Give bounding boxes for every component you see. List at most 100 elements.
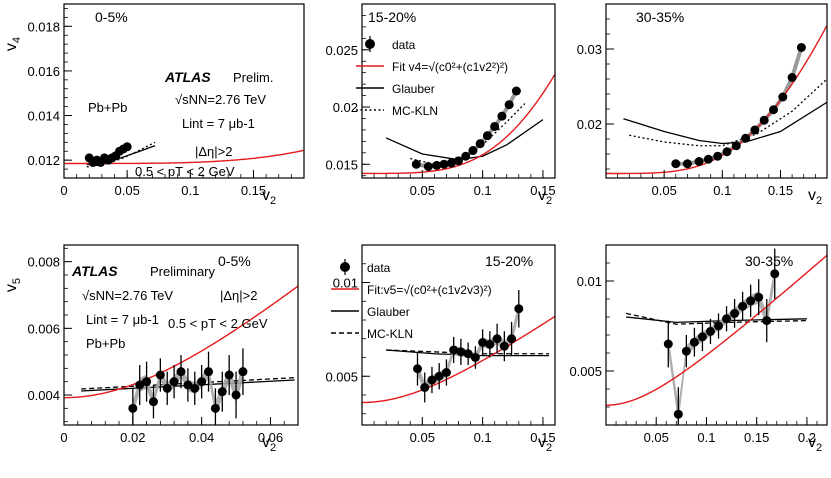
legend-data-label: data [367, 261, 391, 275]
x-tick-label: 0.05 [410, 183, 435, 198]
x-tick-label: 0.06 [258, 430, 283, 445]
x-tick-label: 0.1 [181, 183, 199, 198]
y-tick-label: 0.018 [27, 19, 60, 34]
data-point [511, 86, 521, 96]
system-label: Pb+Pb [86, 336, 125, 351]
data-point [176, 367, 186, 377]
data-point [703, 154, 713, 164]
panel-bottom-3: 0.05 0.1 0.15 0.2 0.005 0.01 v2 30-35% [569, 244, 828, 454]
y-tick-label: 0.025 [325, 43, 358, 58]
x-tick-label: 0.05 [410, 430, 435, 445]
x-tick-label: 0.1 [713, 183, 731, 198]
data-point [456, 347, 466, 357]
data-point [497, 111, 507, 121]
centrality-label: 30-35% [745, 253, 793, 269]
x-tick-label: 0.15 [530, 430, 555, 445]
data-point [238, 367, 248, 377]
y-tick-label: 0.02 [577, 117, 602, 132]
mc-kln-curve [86, 141, 156, 168]
data-point [446, 158, 456, 168]
axes-frame [361, 244, 556, 426]
x-axis-label: v2 [808, 187, 822, 207]
x-tick-label: 0.15 [768, 183, 793, 198]
data-point [441, 368, 451, 377]
data-point [482, 131, 492, 141]
legend-data-marker [365, 39, 375, 49]
pt-cut-label: 0.5 < pT < 2 GeV [135, 164, 235, 179]
data-point [750, 125, 760, 135]
legend-mckln-label: MC-KLN [367, 327, 413, 341]
x-tick-label: 0.1 [474, 183, 492, 198]
legend-data-label: data [392, 38, 416, 52]
data-point [731, 141, 741, 151]
fit-curve [606, 25, 827, 175]
data-point [673, 409, 683, 419]
data-point [722, 147, 732, 157]
data-point [754, 292, 764, 302]
x-tick-label: 0.15 [744, 430, 769, 445]
atlas-label: ATLAS [164, 69, 211, 85]
plot-area [64, 285, 298, 425]
x-axis-label: v2 [262, 187, 276, 207]
data-point [490, 121, 500, 131]
data-point [439, 159, 449, 169]
data-point [697, 332, 707, 342]
x-tick-label: 0 [60, 430, 67, 445]
plot-area [606, 25, 827, 175]
y-tick-label: 0.006 [27, 321, 60, 336]
data-point [224, 370, 234, 380]
data-point [423, 162, 433, 172]
y-tick-label: 0.01 [333, 276, 358, 291]
data-point [507, 334, 517, 344]
y-tick-label: 0.01 [577, 274, 602, 289]
data-point [432, 160, 442, 170]
eta-cut-label: |Δη|>2 [220, 288, 258, 303]
atlas-tag: Preliminary [150, 264, 216, 279]
data-point [204, 367, 214, 377]
data-point [461, 151, 471, 161]
data-point [741, 133, 751, 143]
data-point [142, 377, 152, 387]
centrality-label: 0-5% [95, 9, 128, 25]
x-axis-label: v2 [808, 434, 822, 454]
data-point [470, 353, 480, 362]
legend-fit-label: Fit v4=√(c0²+(c1v2²)²) [392, 60, 508, 74]
data-point [738, 301, 748, 311]
data-point [722, 314, 732, 324]
data-point [762, 316, 772, 326]
data-point [689, 337, 699, 347]
data-point [682, 159, 692, 169]
data-point [122, 142, 132, 152]
data-point [475, 139, 485, 149]
data-point [713, 151, 723, 161]
data-point [705, 326, 715, 336]
data-point [412, 364, 422, 374]
centrality-label: 15-20% [485, 253, 533, 269]
energy-label: √sNN=2.76 TeV [175, 92, 266, 107]
data-point [434, 371, 444, 381]
y-tick-label: 0.005 [569, 364, 602, 379]
data-point [730, 308, 740, 318]
axes-frame [361, 3, 556, 179]
data-point [217, 387, 227, 397]
data-point [787, 73, 797, 82]
legend-glauber-label: Glauber [392, 82, 435, 96]
annotation-block: ATLAS Preliminary √sNN=2.76 TeV |Δη|>2 Lint … [71, 263, 268, 351]
mc-kln-curve [625, 312, 807, 325]
fit-curve [606, 254, 827, 406]
data-point [770, 269, 780, 279]
eta-cut-label: |Δη|>2 [195, 144, 233, 159]
y-tick-label: 0.005 [325, 369, 358, 384]
y-tick-label: 0.014 [27, 109, 60, 124]
data-point [449, 345, 459, 355]
x-tick-label: 0.15 [530, 183, 555, 198]
panel-bottom-1: 0 0.02 0.04 0.060.0040.0060.008v2v50-5%ATLA… [3, 244, 299, 454]
x-tick-label: 0.04 [189, 430, 214, 445]
x-tick-label: 0.15 [241, 183, 266, 198]
data-point [197, 377, 207, 387]
data-point [420, 383, 430, 392]
centrality-label: 0-5% [218, 253, 251, 269]
systematic-band [668, 264, 775, 424]
data-point [746, 296, 756, 306]
